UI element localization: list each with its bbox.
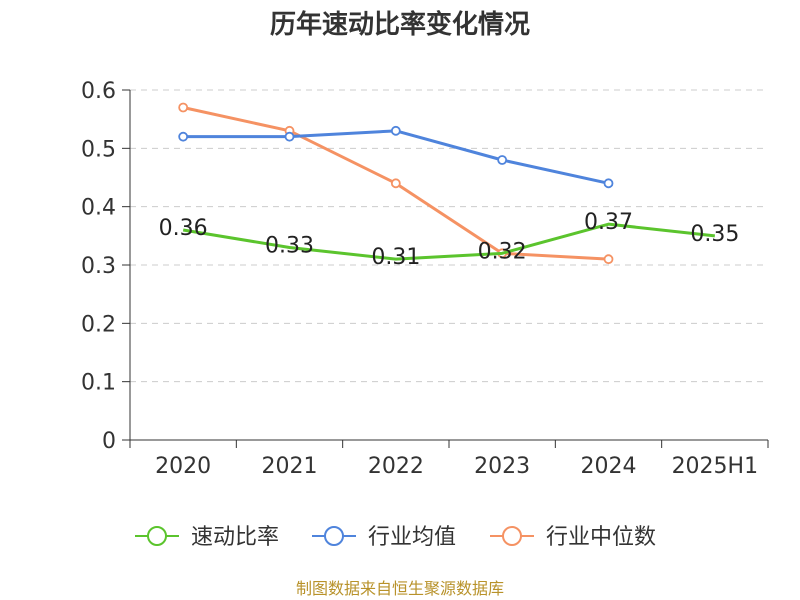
axes: 0 0.1 0.2 0.3 0.4 0.5 0.6 2020 2021 2022 2023 2024 2… (81, 79, 769, 479)
data-point (603, 254, 614, 265)
data-label: 0.37 (584, 210, 633, 235)
y-tick-label: 0.1 (81, 371, 116, 396)
data-point (390, 125, 401, 136)
data-label: 0.35 (690, 222, 739, 247)
y-tick-label: 0 (102, 429, 116, 454)
y-tick-label: 0.5 (81, 137, 116, 162)
legend-marker (324, 526, 344, 546)
x-tick-label: 2020 (155, 454, 211, 479)
y-tick-label: 0.6 (81, 79, 116, 104)
series-lines (178, 102, 715, 265)
data-labels: 0.36 0.33 0.31 0.32 0.37 0.35 (159, 210, 740, 270)
data-point (390, 178, 401, 189)
legend-label: 行业均值 (368, 525, 456, 550)
legend: 速动比率 行业均值 行业中位数 (135, 525, 656, 550)
data-point (284, 131, 295, 142)
data-label: 0.32 (478, 239, 527, 264)
legend-label: 速动比率 (191, 525, 279, 550)
series-line-1 (183, 129, 609, 185)
data-point (178, 131, 189, 142)
x-tick-label: 2021 (262, 454, 318, 479)
data-label: 0.36 (159, 216, 208, 241)
data-point (178, 102, 189, 113)
x-tick-label: 2022 (368, 454, 424, 479)
x-tick-label: 2025H1 (672, 454, 759, 479)
y-tick-label: 0.3 (81, 254, 116, 279)
series-line-0 (182, 222, 715, 261)
data-label: 0.33 (265, 234, 314, 259)
data-point (497, 155, 508, 165)
legend-label: 行业中位数 (546, 525, 656, 550)
y-tick-label: 0.4 (81, 196, 116, 221)
chart-title: 历年速动比率变化情况 (270, 9, 530, 40)
grid (130, 89, 768, 383)
data-label: 0.31 (371, 245, 420, 270)
x-tick-label: 2024 (581, 454, 637, 479)
legend-marker (147, 526, 167, 546)
source-note: 制图数据来自恒生聚源数据库 (296, 579, 504, 598)
y-tick-label: 0.2 (81, 312, 116, 337)
x-tick-label: 2023 (474, 454, 530, 479)
legend-marker (502, 526, 522, 546)
data-point (603, 178, 614, 189)
